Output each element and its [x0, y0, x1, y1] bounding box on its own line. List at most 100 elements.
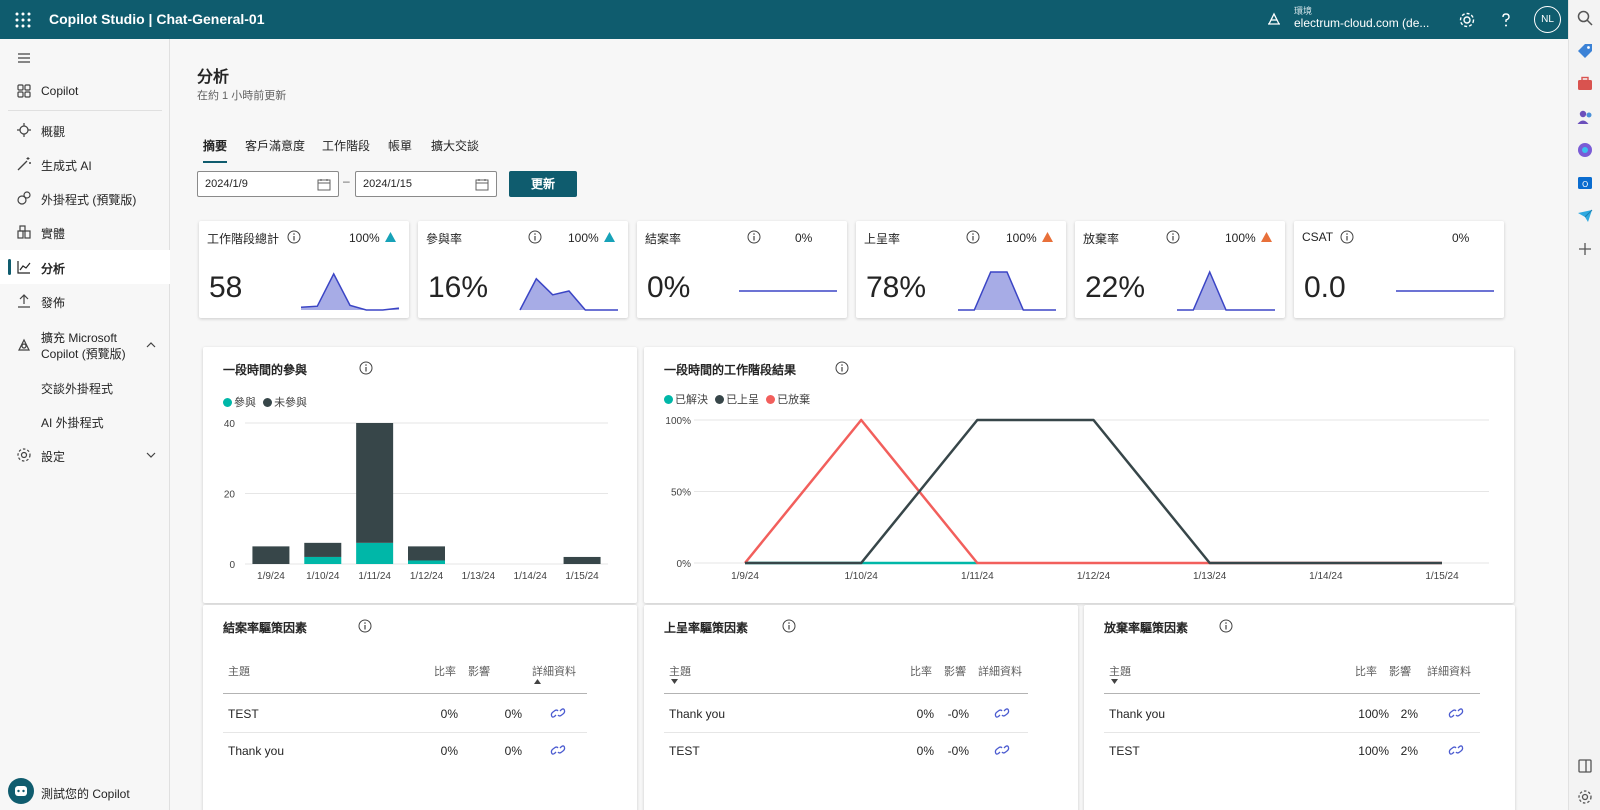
column-header-impact[interactable]: 影響	[1389, 666, 1411, 678]
bar-not-engaged[interactable]	[252, 546, 290, 564]
table-row[interactable]: TEST 100% 2%	[1104, 732, 1480, 769]
info-icon[interactable]	[287, 230, 301, 244]
sort-descending-icon[interactable]	[1111, 679, 1118, 684]
kpi-title: 結案率	[645, 232, 682, 246]
info-icon[interactable]	[528, 230, 542, 244]
refresh-button[interactable]: 更新	[509, 171, 577, 197]
link-icon[interactable]	[994, 743, 1010, 757]
line-escalated[interactable]	[745, 418, 1442, 565]
table-row[interactable]: Thank you 0% -0%	[664, 695, 1028, 733]
settings-icon[interactable]	[1457, 10, 1477, 30]
end-date-input[interactable]: 2024/1/15	[355, 171, 497, 197]
environment-picker[interactable]: electrum-cloud.com (de...	[1294, 16, 1430, 30]
search-icon[interactable]	[1576, 9, 1594, 27]
card-title: 上呈率驅策因素	[664, 621, 749, 635]
column-header-rate[interactable]: 比率	[434, 666, 456, 678]
kpi-sparkline	[958, 271, 1056, 311]
start-date-input[interactable]: 2024/1/9	[197, 171, 339, 197]
legend-item-abandoned[interactable]: 已放棄	[766, 394, 810, 406]
hamburger-menu-icon[interactable]	[16, 51, 32, 65]
info-icon[interactable]	[358, 619, 372, 633]
nav-item-extend-copilot[interactable]: 擴充 Microsoft Copilot (預覽版)	[0, 323, 170, 367]
column-header-topic[interactable]: 主題	[228, 666, 250, 678]
column-header-details[interactable]: 詳細資料	[532, 666, 576, 678]
info-icon[interactable]	[782, 619, 796, 633]
cell-impact: 0%	[504, 707, 522, 721]
nav-item-publish[interactable]: 發佈	[0, 284, 170, 318]
info-icon[interactable]	[359, 361, 373, 375]
legend-item-resolved[interactable]: 已解決	[664, 394, 708, 406]
column-header-impact[interactable]: 影響	[468, 666, 490, 678]
outlook-app-icon[interactable]: O	[1576, 174, 1594, 192]
info-icon[interactable]	[1166, 230, 1180, 244]
chevron-down-icon[interactable]	[146, 451, 156, 459]
sort-ascending-icon[interactable]	[534, 679, 541, 684]
legend-dot	[223, 398, 232, 407]
bar-engaged[interactable]	[304, 556, 342, 564]
column-header-impact[interactable]: 影響	[944, 666, 966, 678]
column-header-details[interactable]: 詳細資料	[1427, 666, 1471, 678]
tab-escalate[interactable]: 擴大交談	[431, 139, 480, 153]
bar-not-engaged[interactable]	[408, 546, 445, 561]
calendar-icon[interactable]	[475, 178, 489, 191]
send-app-icon[interactable]	[1576, 207, 1594, 225]
briefcase-app-icon[interactable]	[1576, 75, 1594, 93]
link-icon[interactable]	[550, 743, 566, 757]
table-row[interactable]: TEST 0% 0%	[223, 695, 587, 733]
tag-app-icon[interactable]	[1576, 42, 1594, 60]
waffle-icon[interactable]	[14, 11, 32, 29]
bar-not-engaged[interactable]	[356, 423, 394, 543]
copilot-app-icon[interactable]	[1576, 141, 1594, 159]
cell-impact: 2%	[1400, 707, 1418, 721]
nav-item-analytics[interactable]: 分析	[0, 250, 170, 284]
people-app-icon[interactable]	[1576, 108, 1594, 126]
user-avatar[interactable]: NL	[1534, 6, 1561, 33]
tab-summary[interactable]: 摘要	[203, 137, 228, 163]
calendar-icon[interactable]	[317, 178, 331, 191]
info-icon[interactable]	[1340, 230, 1354, 244]
column-header-rate[interactable]: 比率	[1355, 666, 1377, 678]
nav-item-generative-ai[interactable]: 生成式 AI	[0, 147, 170, 181]
rail-settings-icon[interactable]	[1576, 788, 1594, 806]
add-app-icon[interactable]	[1576, 240, 1594, 258]
legend-item-engaged[interactable]: 參與	[223, 397, 256, 409]
tab-sessions[interactable]: 工作階段	[322, 139, 371, 153]
nav-item-entities[interactable]: 實體	[0, 215, 170, 249]
link-icon[interactable]	[1448, 743, 1464, 757]
bar-not-engaged[interactable]	[304, 542, 342, 557]
info-icon[interactable]	[1219, 619, 1233, 633]
nav-label: 分析	[41, 262, 66, 276]
nav-item-overview[interactable]: 概觀	[0, 113, 170, 147]
nav-item-conversation-plugins[interactable]: 交談外掛程式	[0, 370, 170, 404]
legend-item-not-engaged[interactable]: 未參與	[263, 397, 307, 409]
help-icon[interactable]	[1496, 10, 1516, 30]
nav-item-settings[interactable]: 設定	[0, 438, 170, 472]
table-row[interactable]: Thank you 100% 2%	[1104, 695, 1480, 733]
bar-engaged[interactable]	[356, 542, 394, 564]
sort-descending-icon[interactable]	[671, 679, 678, 684]
nav-item-plugins[interactable]: 外掛程式 (預覽版)	[0, 181, 170, 215]
info-icon[interactable]	[747, 230, 761, 244]
cell-topic: TEST	[1109, 744, 1140, 758]
info-icon[interactable]	[966, 230, 980, 244]
column-header-topic[interactable]: 主題	[1109, 666, 1131, 678]
table-row[interactable]: Thank you 0% 0%	[223, 732, 587, 769]
column-header-topic[interactable]: 主題	[669, 666, 691, 678]
link-icon[interactable]	[994, 706, 1010, 720]
link-icon[interactable]	[550, 706, 566, 720]
info-icon[interactable]	[835, 361, 849, 375]
nav-item-copilot[interactable]: Copilot	[0, 74, 170, 108]
table-row[interactable]: TEST 0% -0%	[664, 732, 1028, 769]
tab-csat[interactable]: 客戶滿意度	[245, 139, 306, 153]
column-header-details[interactable]: 詳細資料	[978, 666, 1022, 678]
chevron-up-icon[interactable]	[146, 341, 156, 349]
bar-not-engaged[interactable]	[563, 556, 601, 564]
legend-item-escalated[interactable]: 已上呈	[715, 394, 759, 406]
link-icon[interactable]	[1448, 706, 1464, 720]
nav-item-ai-plugins[interactable]: AI 外掛程式	[0, 404, 170, 438]
test-copilot-button[interactable]: 測試您的 Copilot	[8, 778, 158, 806]
tab-billing[interactable]: 帳單	[388, 139, 413, 153]
bar-engaged[interactable]	[408, 560, 445, 564]
column-header-rate[interactable]: 比率	[910, 666, 932, 678]
panel-toggle-icon[interactable]	[1576, 757, 1594, 775]
